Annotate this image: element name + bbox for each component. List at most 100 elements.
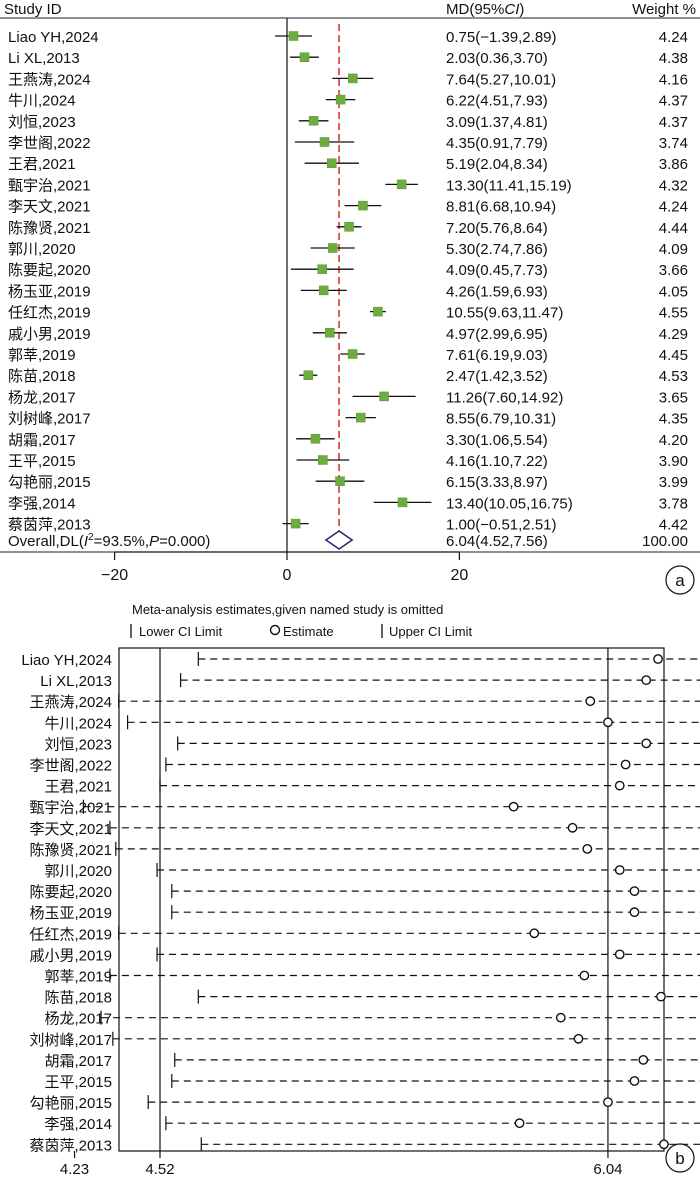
- effect-marker: [397, 497, 408, 508]
- study-row: 郭川,2020 5.30(2.74,7.86) 4.09: [8, 241, 688, 258]
- effect-marker: [373, 306, 383, 317]
- legend: Lower CI Limit Estimate Upper CI Limit: [130, 624, 472, 639]
- effect-marker: [308, 116, 319, 126]
- sensitivity-row: 杨龙,2017: [44, 1010, 700, 1028]
- study-label: 李天文,2021: [29, 821, 112, 838]
- header-weight: Weight %: [632, 1, 696, 18]
- sensitivity-row: 王君,2021: [44, 778, 700, 796]
- study-label: 王君,2021: [44, 779, 112, 796]
- sensitivity-row: Li XL,2013: [40, 673, 700, 690]
- study-label: 李世阁,2022: [8, 135, 91, 152]
- study-label: 刘树峰,2017: [29, 1032, 112, 1049]
- study-row: 郭莘,2019 7.61(6.19,9.03) 4.45: [8, 347, 688, 364]
- study-label: 任红杰,2019: [8, 305, 91, 322]
- estimate-marker: [629, 1076, 640, 1086]
- study-row: Liao YH,2024 0.75(−1.39,2.89) 4.24: [8, 29, 688, 46]
- estimate-marker: [567, 822, 578, 833]
- study-label: 王平,2015: [44, 1074, 112, 1091]
- ci-text: 5.30(2.74,7.86): [446, 241, 548, 258]
- ci-text: 4.09(0.45,7.73): [446, 262, 548, 279]
- study-row: 刘恒,2023 3.09(1.37,4.81) 4.37: [8, 114, 688, 131]
- ci-text: 6.22(4.51,7.93): [446, 93, 548, 110]
- effect-marker: [379, 391, 389, 402]
- study-row: 王君,2021 5.19(2.04,8.34) 3.86: [8, 156, 688, 173]
- study-row: 蔡茵萍,2013 1.00(−0.51,2.51) 4.42: [8, 517, 688, 534]
- effect-marker: [335, 476, 345, 486]
- study-row: 甄宇治,2021 13.30(11.41,15.19) 4.32: [8, 177, 688, 194]
- estimate-marker: [585, 696, 596, 707]
- study-label: 杨龙,2017: [44, 1011, 112, 1028]
- effect-marker: [288, 31, 299, 41]
- weight-text: 4.45: [659, 347, 688, 364]
- ci-text: 11.26(7.60,14.92): [446, 389, 563, 406]
- effect-marker: [290, 518, 301, 529]
- sensitivity-row: 甄宇治,2021: [29, 799, 700, 817]
- study-row: 陈要起,2020 4.09(0.45,7.73) 3.66: [8, 261, 688, 279]
- tick-label: 6.04: [593, 1161, 622, 1178]
- weight-text: 4.09: [659, 241, 688, 258]
- estimate-marker: [579, 970, 590, 981]
- study-row: 陈苗,2018 2.47(1.42,3.52) 4.53: [8, 367, 688, 385]
- ci-text: 3.30(1.06,5.54): [446, 432, 548, 449]
- tick-label: 0: [283, 567, 292, 584]
- sensitivity-row: 刘树峰,2017: [29, 1031, 700, 1049]
- ci-text: 8.55(6.79,10.31): [446, 411, 556, 428]
- sensitivity-row: 陈豫贤,2021: [29, 841, 700, 859]
- estimate-marker: [629, 907, 640, 918]
- effect-marker: [319, 137, 330, 147]
- weight-text: 4.42: [659, 517, 688, 534]
- estimate-marker: [641, 675, 652, 685]
- overall-label: Overall,DL(I2=93.5%,P=0.000): [8, 532, 210, 550]
- forest-plot-panel: Study ID MD(95%CI) Weight % Liao YH,2024…: [0, 1, 700, 595]
- study-row: 李强,2014 13.40(10.05,16.75) 3.78: [8, 495, 688, 512]
- effect-marker: [335, 94, 346, 105]
- ci-text: 10.55(9.63,11.47): [446, 305, 563, 322]
- weight-text: 3.74: [659, 135, 688, 152]
- ci-text: 13.40(10.05,16.75): [446, 495, 573, 512]
- panel-a-label: a: [675, 571, 685, 590]
- study-row: 戚小男,2019 4.97(2.99,6.95) 4.29: [8, 326, 688, 343]
- estimate-marker: [603, 717, 613, 728]
- sensitivity-row: 胡霜,2017: [44, 1052, 700, 1070]
- study-row: 杨玉亚,2019 4.26(1.59,6.93) 4.05: [8, 283, 688, 300]
- weight-text: 4.32: [659, 177, 688, 194]
- sensitivity-row: 勾艳丽,2015: [29, 1095, 700, 1112]
- weight-text: 3.65: [659, 389, 688, 406]
- study-row: 王燕涛,2024 7.64(5.27,10.01) 4.16: [8, 71, 688, 88]
- x-axis: 4.234.526.047.567.80: [60, 1151, 623, 1178]
- effect-marker: [327, 243, 338, 253]
- ci-text: 5.19(2.04,8.34): [446, 156, 548, 173]
- study-label: 刘恒,2023: [8, 114, 76, 131]
- estimate-marker: [638, 1055, 649, 1065]
- weight-text: 4.37: [659, 93, 688, 110]
- estimate-marker: [508, 801, 519, 812]
- estimate-marker: [514, 1118, 525, 1129]
- effect-marker: [358, 200, 368, 211]
- study-label: 刘恒,2023: [44, 736, 112, 753]
- sensitivity-row: 任红杰,2019: [29, 926, 700, 943]
- effect-marker: [326, 158, 337, 168]
- study-label: 胡霜,2017: [8, 432, 76, 449]
- weight-text: 3.78: [659, 495, 688, 512]
- estimate-marker: [656, 991, 666, 1002]
- ci-text: 4.16(1.10,7.22): [446, 453, 548, 470]
- estimate-marker: [614, 949, 625, 960]
- weight-text: 4.53: [659, 368, 688, 385]
- weight-text: 4.35: [659, 411, 688, 428]
- overall-row: Overall,DL(I2=93.5%,P=0.000) 6.04(4.52,7…: [8, 530, 688, 550]
- study-label: 陈苗,2018: [44, 989, 112, 1007]
- plot-frame: [118, 647, 665, 1152]
- sensitivity-row: 刘恒,2023: [44, 736, 700, 753]
- study-label: 郭莘,2019: [44, 969, 112, 986]
- study-label: 李世阁,2022: [29, 758, 112, 775]
- weight-text: 3.99: [659, 474, 688, 491]
- sensitivity-row: 蔡茵萍,2013: [29, 1137, 700, 1154]
- study-label: 王平,2015: [8, 453, 76, 470]
- study-label: 牛川,2024: [44, 715, 112, 732]
- study-label: Liao YH,2024: [8, 29, 99, 46]
- study-label: 陈要起,2020: [8, 261, 91, 279]
- study-label: 李强,2014: [8, 495, 76, 512]
- effect-marker: [310, 434, 321, 444]
- effect-marker: [344, 222, 354, 232]
- legend-lower-label: Lower CI Limit: [139, 624, 222, 639]
